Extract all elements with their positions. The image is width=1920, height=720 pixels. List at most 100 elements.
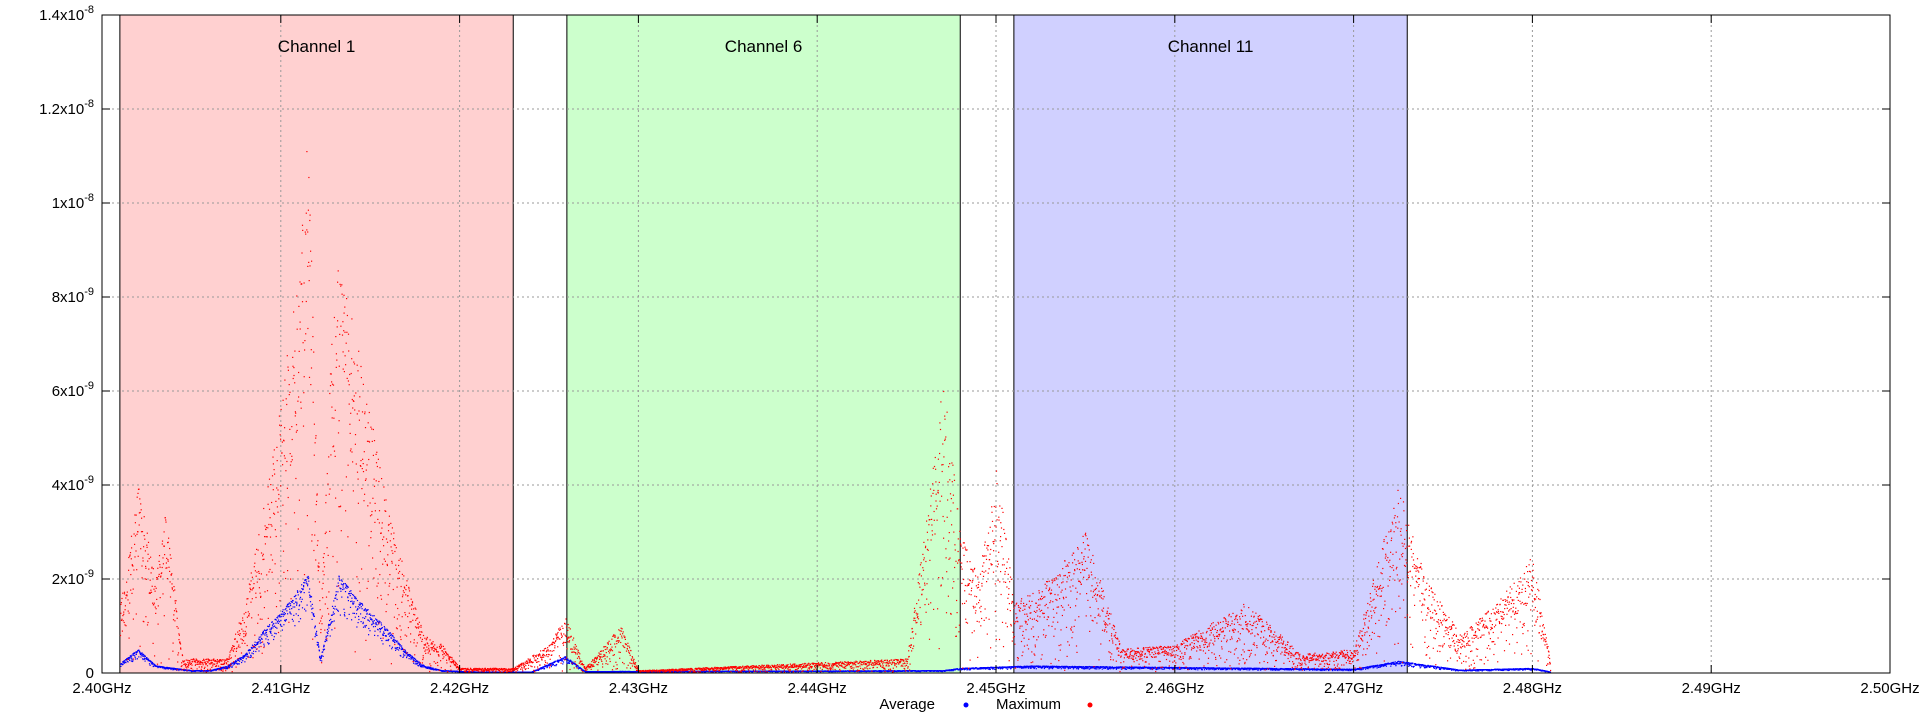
data-point-average	[234, 662, 236, 664]
data-point-average	[383, 632, 385, 634]
data-point-average	[287, 613, 289, 615]
data-point-average	[1314, 668, 1316, 670]
data-point-average	[369, 613, 371, 615]
data-point-average	[371, 619, 373, 621]
data-point-average	[175, 668, 178, 670]
data-point-average	[142, 658, 144, 660]
data-point-average	[355, 606, 357, 608]
data-point-average	[558, 661, 560, 663]
data-point-average	[797, 671, 800, 673]
data-point-average	[1069, 667, 1071, 669]
data-point-average	[128, 658, 130, 660]
data-point-average	[1113, 667, 1115, 670]
data-point-average	[382, 633, 384, 635]
data-point-average	[272, 627, 274, 629]
data-point-average	[1412, 662, 1414, 664]
data-point-average	[1115, 668, 1117, 670]
data-point-average	[269, 631, 272, 634]
data-point-average	[1206, 668, 1208, 670]
data-point-average	[416, 661, 418, 663]
data-point-average	[1403, 661, 1405, 663]
data-point-average	[1290, 669, 1292, 671]
data-point-average	[278, 621, 280, 623]
data-point-average	[771, 670, 773, 672]
data-point-average	[1320, 668, 1322, 670]
data-point-average	[239, 660, 241, 662]
data-point-average	[1454, 668, 1456, 670]
data-point-average	[312, 614, 314, 616]
data-point-average	[297, 591, 299, 593]
data-point-average	[1121, 668, 1123, 670]
data-point-average	[249, 649, 251, 651]
data-point-average	[304, 579, 307, 581]
data-point-average	[296, 590, 299, 592]
data-point-average	[1155, 667, 1157, 669]
data-point-average	[307, 585, 309, 587]
data-point-average	[399, 644, 401, 646]
data-point-average	[1106, 666, 1108, 668]
data-point-average	[228, 666, 230, 668]
data-point-average	[364, 609, 366, 611]
data-point-average	[326, 628, 329, 631]
data-point-average	[1193, 668, 1196, 670]
data-point-average	[325, 636, 327, 638]
data-point-average	[1158, 666, 1160, 669]
data-point-average	[408, 658, 410, 660]
data-point-average	[1239, 669, 1241, 671]
data-point-average	[294, 595, 296, 597]
data-point-average	[353, 612, 355, 614]
data-point-average	[1385, 664, 1387, 666]
data-point-average	[1311, 668, 1313, 670]
data-point-average	[419, 663, 422, 665]
data-point-average	[1445, 667, 1447, 669]
data-point-average	[949, 669, 951, 671]
data-point-average	[1158, 667, 1160, 669]
data-point-average	[345, 585, 347, 587]
data-point-average	[1438, 666, 1440, 668]
data-point-average	[1231, 667, 1233, 669]
data-point-average	[385, 629, 387, 631]
data-point-average	[1085, 666, 1087, 668]
data-point-average	[1471, 670, 1473, 672]
data-point-average	[1051, 665, 1053, 667]
data-point-average	[575, 665, 577, 668]
data-point-average	[964, 668, 966, 670]
data-point-average	[307, 583, 309, 585]
data-point-average	[258, 646, 260, 648]
data-point-average	[254, 647, 256, 649]
data-point-average	[1130, 667, 1132, 669]
data-point-average	[259, 639, 261, 641]
data-point-average	[1035, 666, 1037, 668]
data-point-average	[1315, 668, 1318, 670]
data-point-average	[580, 668, 583, 670]
data-point-average	[378, 621, 380, 623]
data-point-average	[1396, 662, 1398, 664]
data-point-average	[135, 651, 137, 653]
data-point-average	[417, 665, 419, 667]
data-point-average	[403, 651, 405, 653]
data-point-average	[1136, 666, 1138, 668]
data-point-average	[308, 580, 310, 582]
data-point-average	[1378, 666, 1380, 668]
data-point-average	[1009, 666, 1011, 668]
data-point-average	[1044, 667, 1046, 669]
data-point-average	[524, 671, 526, 673]
data-point-average	[1077, 666, 1079, 668]
data-point-average	[1068, 667, 1070, 669]
data-point-average	[316, 641, 318, 643]
data-point-average	[1200, 667, 1202, 669]
data-point-average	[1037, 666, 1039, 668]
data-point-average	[1397, 663, 1399, 665]
data-point-average	[294, 625, 296, 627]
data-point-average	[329, 623, 331, 626]
data-point-average	[264, 632, 267, 634]
data-point-average	[309, 596, 311, 598]
data-point-average	[353, 602, 355, 604]
data-point-average	[954, 669, 956, 671]
data-point-average	[1177, 668, 1179, 670]
data-point-average	[340, 590, 342, 592]
data-point-average	[577, 665, 579, 667]
data-point-average	[361, 608, 363, 610]
data-point-average	[431, 667, 433, 669]
